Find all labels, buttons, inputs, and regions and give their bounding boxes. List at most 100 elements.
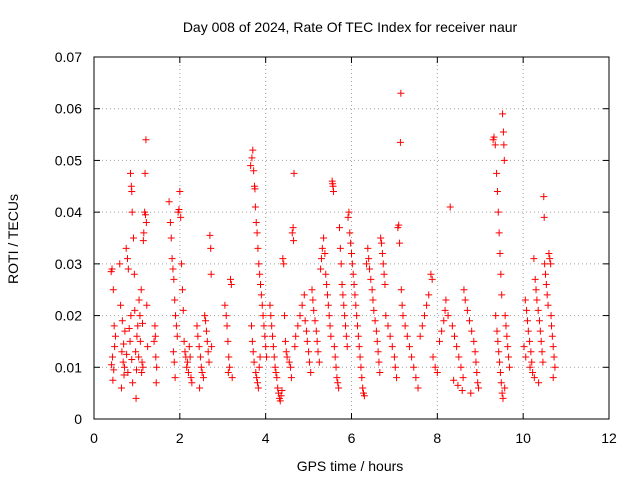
data-point bbox=[252, 218, 260, 226]
data-point bbox=[549, 374, 557, 382]
data-point bbox=[208, 343, 216, 351]
data-point bbox=[261, 332, 269, 340]
data-point bbox=[251, 185, 259, 193]
data-point bbox=[166, 218, 174, 226]
data-point bbox=[543, 291, 551, 299]
data-point bbox=[433, 368, 441, 376]
data-point bbox=[170, 275, 178, 283]
data-point bbox=[360, 392, 368, 400]
data-point bbox=[274, 384, 282, 392]
data-point bbox=[536, 327, 544, 335]
data-point bbox=[256, 353, 264, 361]
data-point bbox=[321, 250, 329, 258]
data-point bbox=[290, 169, 298, 177]
data-point bbox=[288, 229, 296, 237]
data-point bbox=[376, 368, 384, 376]
data-point bbox=[494, 208, 502, 216]
data-point bbox=[178, 286, 186, 294]
data-point bbox=[250, 167, 258, 175]
data-point bbox=[390, 353, 398, 361]
data-point bbox=[315, 358, 323, 366]
data-point bbox=[491, 141, 499, 149]
data-point bbox=[139, 237, 147, 245]
data-point bbox=[300, 291, 308, 299]
data-point bbox=[530, 255, 538, 263]
data-point bbox=[366, 265, 374, 273]
y-tick-label: 0.03 bbox=[55, 256, 82, 272]
data-point bbox=[370, 306, 378, 314]
data-point bbox=[151, 322, 159, 330]
data-point bbox=[202, 327, 210, 335]
data-point bbox=[290, 237, 298, 245]
data-point bbox=[347, 239, 355, 247]
data-point bbox=[224, 337, 232, 345]
data-point bbox=[544, 301, 552, 309]
data-point bbox=[277, 392, 285, 400]
data-point bbox=[448, 322, 456, 330]
data-point bbox=[282, 348, 290, 356]
data-point bbox=[418, 322, 426, 330]
data-point bbox=[124, 368, 132, 376]
data-point bbox=[493, 169, 501, 177]
data-point bbox=[526, 363, 534, 371]
data-point bbox=[382, 312, 390, 320]
data-point bbox=[313, 337, 321, 345]
data-point bbox=[278, 387, 286, 395]
data-point bbox=[369, 296, 377, 304]
data-point bbox=[351, 291, 359, 299]
data-point bbox=[142, 218, 150, 226]
data-point bbox=[393, 374, 401, 382]
x-tick-label: 2 bbox=[176, 430, 184, 446]
data-point bbox=[337, 260, 345, 268]
data-point bbox=[109, 286, 117, 294]
data-point bbox=[153, 363, 161, 371]
data-point bbox=[152, 379, 160, 387]
data-point bbox=[135, 296, 143, 304]
data-point bbox=[150, 337, 158, 345]
data-point bbox=[248, 154, 256, 162]
data-point bbox=[545, 250, 553, 258]
data-point bbox=[294, 322, 302, 330]
data-point bbox=[459, 374, 467, 382]
data-point bbox=[254, 379, 262, 387]
data-point bbox=[226, 275, 234, 283]
data-point bbox=[495, 229, 503, 237]
data-point bbox=[120, 371, 128, 379]
data-point bbox=[120, 340, 128, 348]
data-point bbox=[329, 187, 337, 195]
data-point bbox=[138, 358, 146, 366]
data-point bbox=[285, 358, 293, 366]
data-point bbox=[455, 353, 463, 361]
data-point bbox=[175, 206, 183, 214]
data-point bbox=[267, 312, 275, 320]
data-point bbox=[178, 260, 186, 268]
data-point bbox=[378, 250, 386, 258]
data-point bbox=[521, 296, 529, 304]
data-point bbox=[461, 296, 469, 304]
data-point bbox=[356, 353, 364, 361]
data-point bbox=[311, 317, 319, 325]
data-point bbox=[499, 110, 507, 118]
data-point bbox=[349, 270, 357, 278]
data-point bbox=[353, 312, 361, 320]
data-point bbox=[139, 363, 147, 371]
data-point bbox=[359, 384, 367, 392]
data-point bbox=[538, 348, 546, 356]
data-point bbox=[118, 348, 126, 356]
data-point bbox=[110, 322, 118, 330]
data-point bbox=[399, 312, 407, 320]
data-point bbox=[151, 332, 159, 340]
data-point bbox=[323, 291, 331, 299]
data-point bbox=[309, 296, 317, 304]
data-point bbox=[505, 353, 513, 361]
data-point bbox=[249, 348, 257, 356]
data-point bbox=[305, 348, 313, 356]
data-point bbox=[458, 387, 466, 395]
data-point bbox=[322, 270, 330, 278]
data-point bbox=[132, 348, 140, 356]
data-point bbox=[463, 306, 471, 314]
data-point bbox=[397, 89, 405, 97]
data-point bbox=[186, 353, 194, 361]
data-point bbox=[524, 327, 532, 335]
data-point bbox=[527, 348, 535, 356]
